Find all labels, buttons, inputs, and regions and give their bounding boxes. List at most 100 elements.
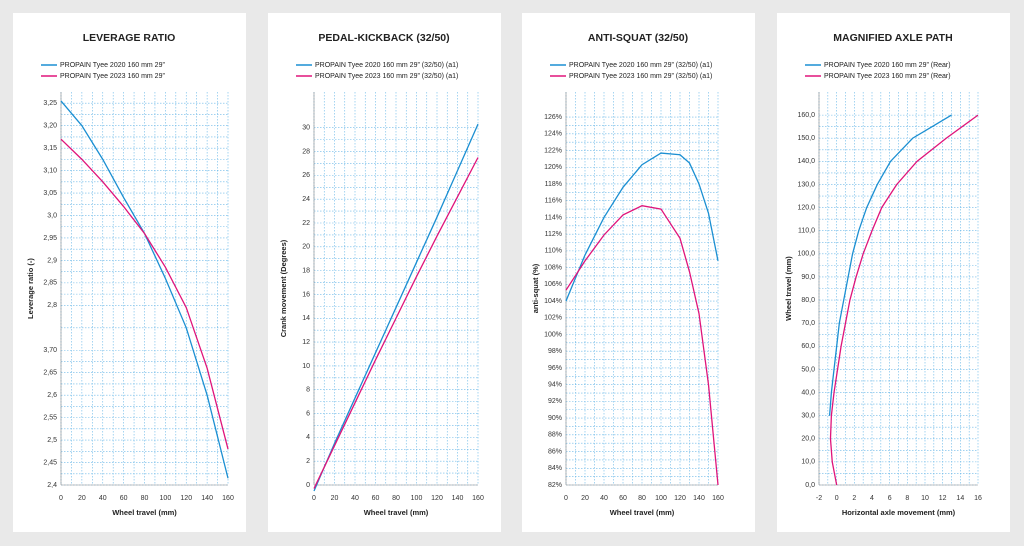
x-tick-label: 100 [411,495,423,502]
y-tick-label: 2,95 [43,235,57,242]
x-tick-label: 20 [581,495,589,502]
y-tick-label: 2,5 [47,437,57,444]
series-line [828,114,952,416]
legend-label: PROPAIN Tyee 2023 160 mm 29” (Rear) [824,73,951,80]
series-line [313,157,479,489]
x-tick-label: 2 [852,495,856,502]
y-tick-label: 50,0 [801,366,815,373]
y-tick-label: 94% [548,382,562,389]
legend-label: PROPAIN Tyee 2023 160 mm 29” (32/50) (a1… [569,73,712,80]
y-tick-label: 98% [548,348,562,355]
legend-label: PROPAIN Tyee 2020 160 mm 29” (32/50) (a1… [569,62,712,69]
x-tick-label: 120 [674,495,686,502]
y-tick-label: 18 [302,267,310,274]
y-tick-label: 150,0 [797,135,815,142]
x-axis-label: Wheel travel (mm) [364,508,429,517]
y-tick-label: 3,70 [43,347,57,354]
y-tick-label: 3,25 [43,100,57,107]
y-tick-label: 124% [544,131,562,138]
y-tick-label: 92% [548,398,562,405]
y-tick-label: 112% [545,231,562,238]
x-tick-label: 80 [392,495,400,502]
y-tick-label: 140,0 [797,158,815,165]
legend-label: PROPAIN Tyee 2023 160 mm 29” [60,73,165,80]
y-tick-label: 16 [302,291,310,298]
y-tick-label: 110,0 [798,228,815,235]
x-tick-label: 140 [201,495,213,502]
y-tick-label: 100% [544,331,562,338]
x-tick-label: 140 [452,495,464,502]
y-tick-label: 6 [306,410,310,417]
x-tick-label: 120 [180,495,192,502]
y-tick-label: 40,0 [801,389,815,396]
chart-title: ANTI-SQUAT (32/50) [588,32,688,44]
y-tick-label: 90% [548,415,562,422]
x-tick-label: 12 [939,495,947,502]
x-tick-label: 160 [222,495,234,502]
y-tick-label: 20 [302,244,310,251]
y-tick-label: 90,0 [801,274,815,281]
x-tick-label: 60 [120,495,128,502]
series-line [313,123,479,492]
x-tick-label: 60 [372,495,380,502]
y-tick-label: 20,0 [801,436,815,443]
x-tick-label: 8 [905,495,909,502]
y-tick-label: 2 [306,458,310,465]
y-tick-label: 8 [306,387,310,394]
x-tick-label: 60 [619,495,627,502]
y-tick-label: 70,0 [801,320,815,327]
y-tick-label: 30,0 [801,412,815,419]
y-tick-label: 104% [544,298,562,305]
y-tick-label: 130,0 [797,181,815,188]
x-tick-label: 160 [712,495,724,502]
x-tick-label: 40 [351,495,359,502]
x-tick-label: 80 [141,495,149,502]
x-tick-label: 4 [870,495,874,502]
x-tick-label: -2 [816,495,822,502]
y-tick-label: 96% [548,365,562,372]
y-tick-label: 100,0 [797,251,815,258]
x-tick-label: 20 [78,495,86,502]
y-tick-label: 12 [302,339,310,346]
y-tick-label: 2,65 [43,370,57,377]
x-axis-label: Wheel travel (mm) [112,508,177,517]
y-tick-label: 3,05 [43,190,57,197]
y-tick-label: 22 [302,220,310,227]
y-tick-label: 10,0 [801,459,815,466]
series-line [565,152,719,302]
y-tick-label: 80,0 [801,297,815,304]
y-tick-label: 2,6 [47,392,57,399]
y-tick-label: 30 [302,125,310,132]
x-tick-label: 100 [655,495,667,502]
panel [777,13,1010,532]
y-tick-label: 120,0 [797,204,815,211]
x-tick-label: 140 [693,495,705,502]
x-tick-label: 80 [638,495,646,502]
y-axis-label: Leverage ratio (-) [26,258,35,319]
x-tick-label: 0 [835,495,839,502]
x-tick-label: 14 [956,495,964,502]
y-tick-label: 3,10 [43,167,57,174]
y-axis-label: Crank movement (Degrees) [279,239,288,337]
x-tick-label: 120 [431,495,443,502]
x-tick-label: 20 [331,495,339,502]
x-axis-label: Horizontal axle movement (mm) [842,508,956,517]
y-tick-label: 160,0 [797,112,815,119]
panel [522,13,755,532]
y-tick-label: 122% [544,147,562,154]
y-tick-label: 2,45 [43,459,57,466]
y-tick-label: 120% [544,164,562,171]
y-tick-label: 4 [306,434,310,441]
y-tick-label: 102% [544,315,562,322]
chart-title: MAGNIFIED AXLE PATH [833,32,952,44]
y-tick-label: 116% [545,198,562,205]
y-tick-label: 88% [548,432,562,439]
y-tick-label: 106% [544,281,562,288]
y-tick-label: 14 [302,315,310,322]
y-tick-label: 114% [545,214,562,221]
y-tick-label: 0,0 [805,482,815,489]
y-tick-label: 118% [545,181,562,188]
x-tick-label: 16 [974,495,982,502]
x-tick-label: 0 [564,495,568,502]
